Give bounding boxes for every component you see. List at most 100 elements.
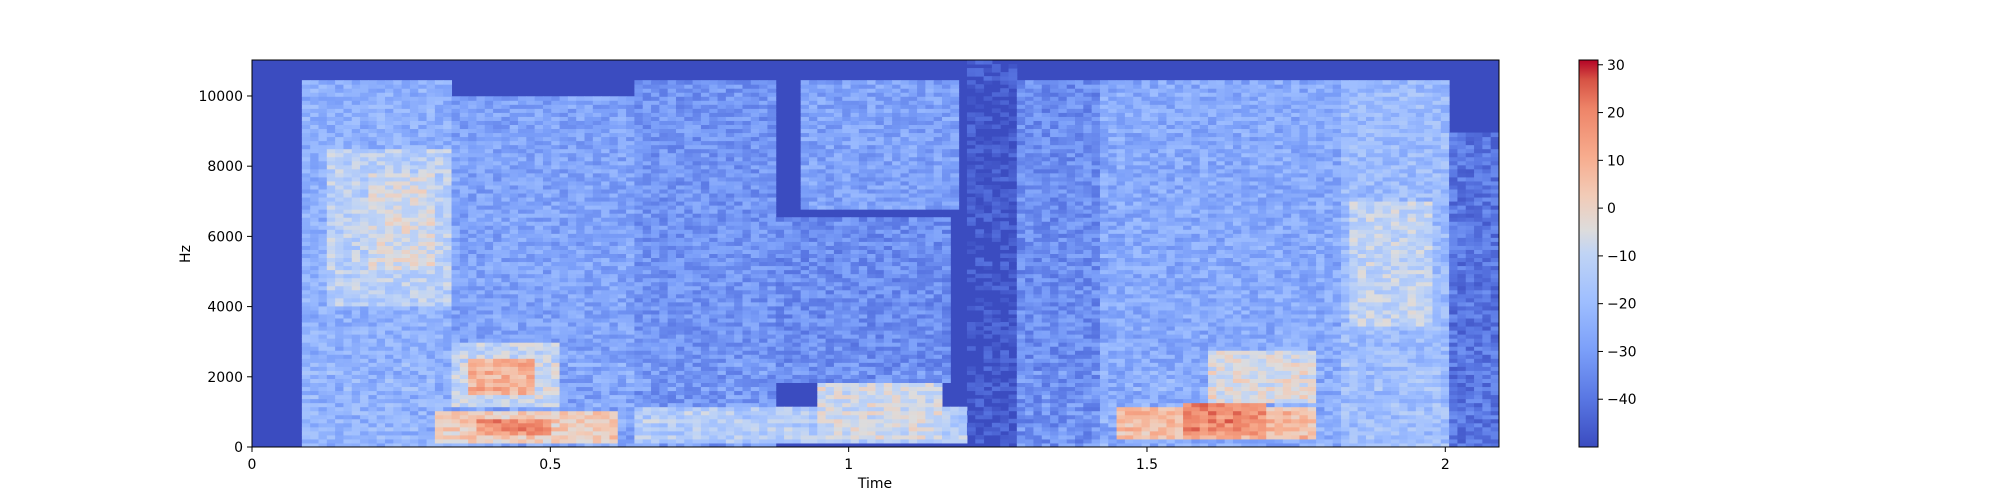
heatmap-cell (385, 132, 394, 138)
heatmap-cell (667, 301, 677, 307)
heatmap-cell (584, 160, 594, 166)
heatmap-cell (310, 261, 319, 267)
heatmap-cell (459, 233, 469, 238)
heatmap-cell (376, 382, 386, 388)
heatmap-cell (675, 229, 685, 234)
heatmap-cell (310, 108, 319, 113)
heatmap-cell (551, 193, 561, 198)
heatmap-cell (742, 132, 752, 138)
heatmap-cell (617, 402, 627, 408)
heatmap-cell (759, 434, 768, 440)
heatmap-cell (684, 305, 694, 311)
heatmap-cell (617, 104, 627, 109)
heatmap-cell (526, 96, 536, 101)
heatmap-cell (393, 297, 403, 303)
heatmap-cell (368, 100, 378, 105)
heatmap-cell (534, 438, 544, 444)
heatmap-cell (626, 326, 635, 331)
heatmap-cell (651, 261, 660, 267)
heatmap-cell (734, 144, 743, 150)
heatmap-cell (376, 96, 386, 101)
heatmap-cell (409, 132, 419, 138)
heatmap-cell (401, 205, 411, 210)
heatmap-cell (551, 132, 561, 138)
heatmap-cell (709, 213, 719, 218)
heatmap-cell (692, 253, 702, 259)
heatmap-cell (301, 410, 311, 416)
heatmap-cell (360, 293, 369, 299)
heatmap-cell (567, 180, 577, 186)
heatmap-cell (667, 172, 677, 178)
heatmap-cell (401, 172, 411, 178)
heatmap-cell (609, 366, 619, 371)
heatmap-cell (451, 334, 461, 339)
heatmap-cell (675, 160, 685, 166)
heatmap-cell (360, 434, 369, 440)
heatmap-cell (509, 422, 519, 428)
heatmap-cell (343, 164, 353, 170)
heatmap-cell (759, 390, 768, 396)
heatmap-cell (468, 100, 477, 105)
heatmap-cell (451, 112, 461, 117)
heatmap-cell (509, 116, 519, 121)
heatmap-cell (709, 378, 719, 383)
heatmap-cell (351, 390, 361, 396)
heatmap-cell (301, 430, 311, 436)
heatmap-cell (750, 334, 760, 339)
heatmap-cell (759, 265, 768, 271)
heatmap-cell (592, 406, 602, 412)
heatmap-cell (443, 378, 453, 383)
heatmap-cell (626, 386, 635, 392)
heatmap-cell (360, 217, 369, 222)
heatmap-cell (567, 305, 577, 311)
heatmap-cell (393, 370, 403, 375)
heatmap-cell (360, 257, 369, 263)
heatmap-cell (434, 128, 444, 134)
heatmap-cell (634, 120, 644, 125)
heatmap-cell (484, 116, 494, 121)
heatmap-cell (725, 293, 735, 299)
heatmap-cell (717, 205, 727, 210)
heatmap-cell (534, 124, 544, 130)
heatmap-cell (717, 378, 727, 383)
heatmap-cell (451, 253, 461, 259)
heatmap-cell (567, 281, 577, 287)
heatmap-cell (642, 434, 652, 440)
heatmap-cell (376, 184, 386, 190)
heatmap-cell (468, 189, 477, 194)
heatmap-cell (301, 184, 311, 190)
heatmap-cell (493, 209, 502, 214)
heatmap-cell (385, 414, 394, 420)
heatmap-cell (509, 301, 519, 307)
heatmap-cell (559, 221, 569, 226)
heatmap-cell (634, 180, 644, 186)
heatmap-cell (584, 386, 594, 392)
heatmap-cell (443, 277, 453, 283)
heatmap-cell (526, 418, 536, 424)
heatmap-cell (692, 418, 702, 424)
heatmap-cell (717, 406, 727, 412)
heatmap-cell (459, 301, 469, 307)
heatmap-cell (501, 132, 511, 138)
heatmap-cell (493, 277, 502, 283)
heatmap-cell (351, 358, 361, 363)
heatmap-cell (609, 382, 619, 388)
heatmap-cell (393, 309, 403, 315)
heatmap-cell (310, 184, 319, 190)
heatmap-cell (609, 100, 619, 105)
heatmap-cell (667, 334, 677, 339)
heatmap-cell (700, 80, 710, 85)
heatmap-cell (584, 354, 594, 359)
heatmap-cell (659, 346, 669, 351)
heatmap-cell (484, 112, 494, 117)
heatmap-cell (351, 350, 361, 355)
heatmap-cell (501, 172, 511, 178)
heatmap-cell (576, 330, 586, 335)
heatmap-cell (617, 398, 627, 404)
heatmap-cell (642, 358, 652, 363)
heatmap-cell (692, 249, 702, 254)
heatmap-cell (742, 172, 752, 178)
heatmap-cell (725, 334, 735, 339)
heatmap-cell (418, 402, 428, 408)
heatmap-cell (692, 245, 702, 250)
